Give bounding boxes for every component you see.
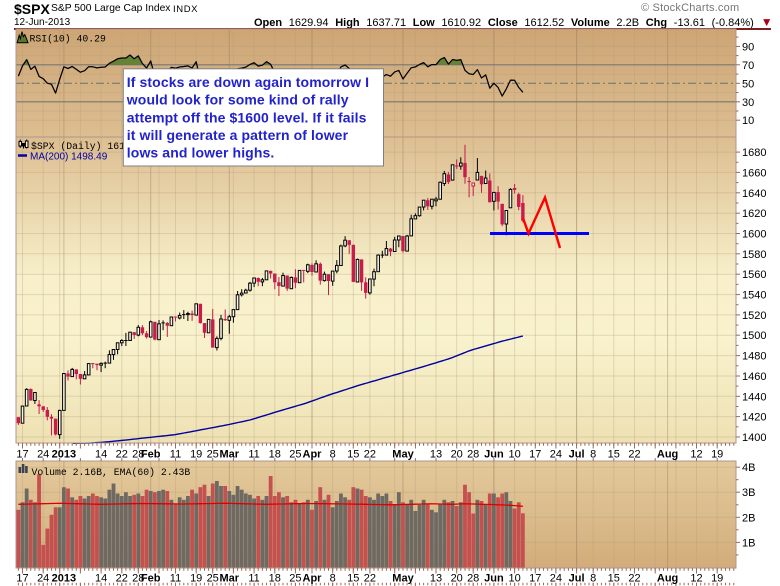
svg-text:2013: 2013 [52, 448, 76, 460]
svg-text:19: 19 [711, 573, 723, 585]
svg-text:would look for some kind of ra: would look for some kind of rally [126, 92, 349, 108]
svg-text:14: 14 [95, 448, 107, 460]
svg-text:12: 12 [690, 573, 702, 585]
svg-text:18: 18 [269, 448, 281, 460]
svg-text:19: 19 [711, 448, 723, 460]
svg-text:28: 28 [467, 448, 479, 460]
svg-text:1540: 1540 [742, 290, 766, 302]
svg-text:11: 11 [248, 573, 259, 585]
svg-text:it will generate a pattern of: it will generate a pattern of lower [127, 127, 349, 143]
svg-text:1660: 1660 [742, 167, 766, 179]
svg-text:Jul: Jul [569, 448, 585, 460]
svg-text:3B: 3B [742, 487, 755, 499]
svg-text:May: May [392, 573, 414, 585]
svg-text:10: 10 [508, 573, 520, 585]
svg-text:22: 22 [364, 573, 376, 585]
svg-text:15: 15 [608, 448, 620, 460]
svg-text:1420: 1420 [742, 412, 766, 424]
svg-text:1B: 1B [742, 537, 755, 549]
svg-text:25: 25 [207, 573, 219, 585]
svg-text:1520: 1520 [742, 310, 766, 322]
svg-text:17: 17 [16, 573, 28, 585]
svg-text:14: 14 [95, 573, 107, 585]
svg-text:1400: 1400 [742, 432, 766, 444]
svg-text:19: 19 [190, 448, 202, 460]
svg-text:Mar: Mar [220, 573, 240, 585]
svg-text:24: 24 [37, 573, 49, 585]
svg-text:lows and lower highs.: lows and lower highs. [127, 145, 275, 161]
svg-text:Feb: Feb [141, 448, 161, 460]
svg-text:8: 8 [590, 448, 596, 460]
svg-text:4B: 4B [742, 462, 755, 474]
svg-text:Feb: Feb [141, 573, 161, 585]
svg-text:12: 12 [690, 448, 702, 460]
svg-text:18: 18 [269, 573, 281, 585]
svg-text:30: 30 [742, 97, 754, 109]
svg-text:17: 17 [529, 573, 541, 585]
svg-text:22: 22 [116, 573, 128, 585]
svg-text:13: 13 [430, 573, 442, 585]
svg-text:8: 8 [330, 448, 336, 460]
svg-text:11: 11 [248, 448, 259, 460]
svg-text:22: 22 [628, 573, 640, 585]
svg-text:25: 25 [289, 573, 301, 585]
svg-text:MA(200) 1498.49: MA(200) 1498.49 [30, 152, 108, 163]
svg-text:1560: 1560 [742, 269, 766, 281]
svg-text:If stocks are down again tomor: If stocks are down again tomorrow I [127, 74, 369, 90]
svg-text:11: 11 [170, 448, 181, 460]
svg-text:90: 90 [742, 41, 754, 53]
svg-text:28: 28 [132, 573, 144, 585]
svg-text:15: 15 [608, 573, 620, 585]
svg-text:1440: 1440 [742, 391, 766, 403]
svg-text:20: 20 [451, 448, 463, 460]
svg-text:Jul: Jul [569, 573, 585, 585]
svg-text:Apr: Apr [303, 573, 323, 585]
svg-text:15: 15 [347, 448, 359, 460]
svg-text:20: 20 [451, 573, 463, 585]
svg-text:17: 17 [16, 448, 28, 460]
svg-text:28: 28 [132, 448, 144, 460]
svg-text:attempt off the $1600 level. I: attempt off the $1600 level. If it fails [127, 109, 367, 125]
svg-text:1640: 1640 [742, 188, 766, 200]
svg-text:8: 8 [330, 573, 336, 585]
svg-text:Volume 2.16B, EMA(60) 2.43B: Volume 2.16B, EMA(60) 2.43B [32, 467, 191, 478]
svg-text:10: 10 [742, 115, 754, 127]
svg-text:Aug: Aug [657, 448, 678, 460]
svg-text:Aug: Aug [657, 573, 678, 585]
svg-text:1460: 1460 [742, 371, 766, 383]
svg-text:70: 70 [742, 60, 754, 72]
svg-text:2B: 2B [742, 512, 755, 524]
svg-text:22: 22 [116, 448, 128, 460]
svg-text:RSI(10) 40.29: RSI(10) 40.29 [30, 34, 107, 45]
svg-text:24: 24 [37, 448, 49, 460]
svg-text:$SPX (Daily) 1612.52: $SPX (Daily) 1612.52 [31, 141, 149, 152]
svg-text:24: 24 [550, 448, 562, 460]
svg-text:10: 10 [508, 448, 520, 460]
svg-text:25: 25 [207, 448, 219, 460]
svg-text:1480: 1480 [742, 351, 766, 363]
svg-text:Apr: Apr [303, 448, 323, 460]
svg-text:25: 25 [289, 448, 301, 460]
svg-text:24: 24 [550, 573, 562, 585]
svg-text:2013: 2013 [52, 573, 76, 585]
svg-text:May: May [392, 448, 414, 460]
svg-text:50: 50 [742, 78, 754, 90]
svg-text:1600: 1600 [742, 229, 766, 241]
svg-text:1680: 1680 [742, 147, 766, 159]
svg-text:1500: 1500 [742, 330, 766, 342]
svg-text:Jun: Jun [484, 448, 504, 460]
svg-text:13: 13 [430, 448, 442, 460]
svg-text:28: 28 [467, 573, 479, 585]
svg-text:19: 19 [190, 573, 202, 585]
svg-text:17: 17 [529, 448, 541, 460]
svg-text:15: 15 [347, 573, 359, 585]
svg-text:1580: 1580 [742, 249, 766, 261]
svg-text:22: 22 [628, 448, 640, 460]
svg-text:8: 8 [590, 573, 596, 585]
svg-text:1620: 1620 [742, 208, 766, 220]
svg-text:Mar: Mar [220, 448, 240, 460]
svg-text:22: 22 [364, 448, 376, 460]
svg-text:11: 11 [170, 573, 181, 585]
svg-text:Jun: Jun [484, 573, 504, 585]
